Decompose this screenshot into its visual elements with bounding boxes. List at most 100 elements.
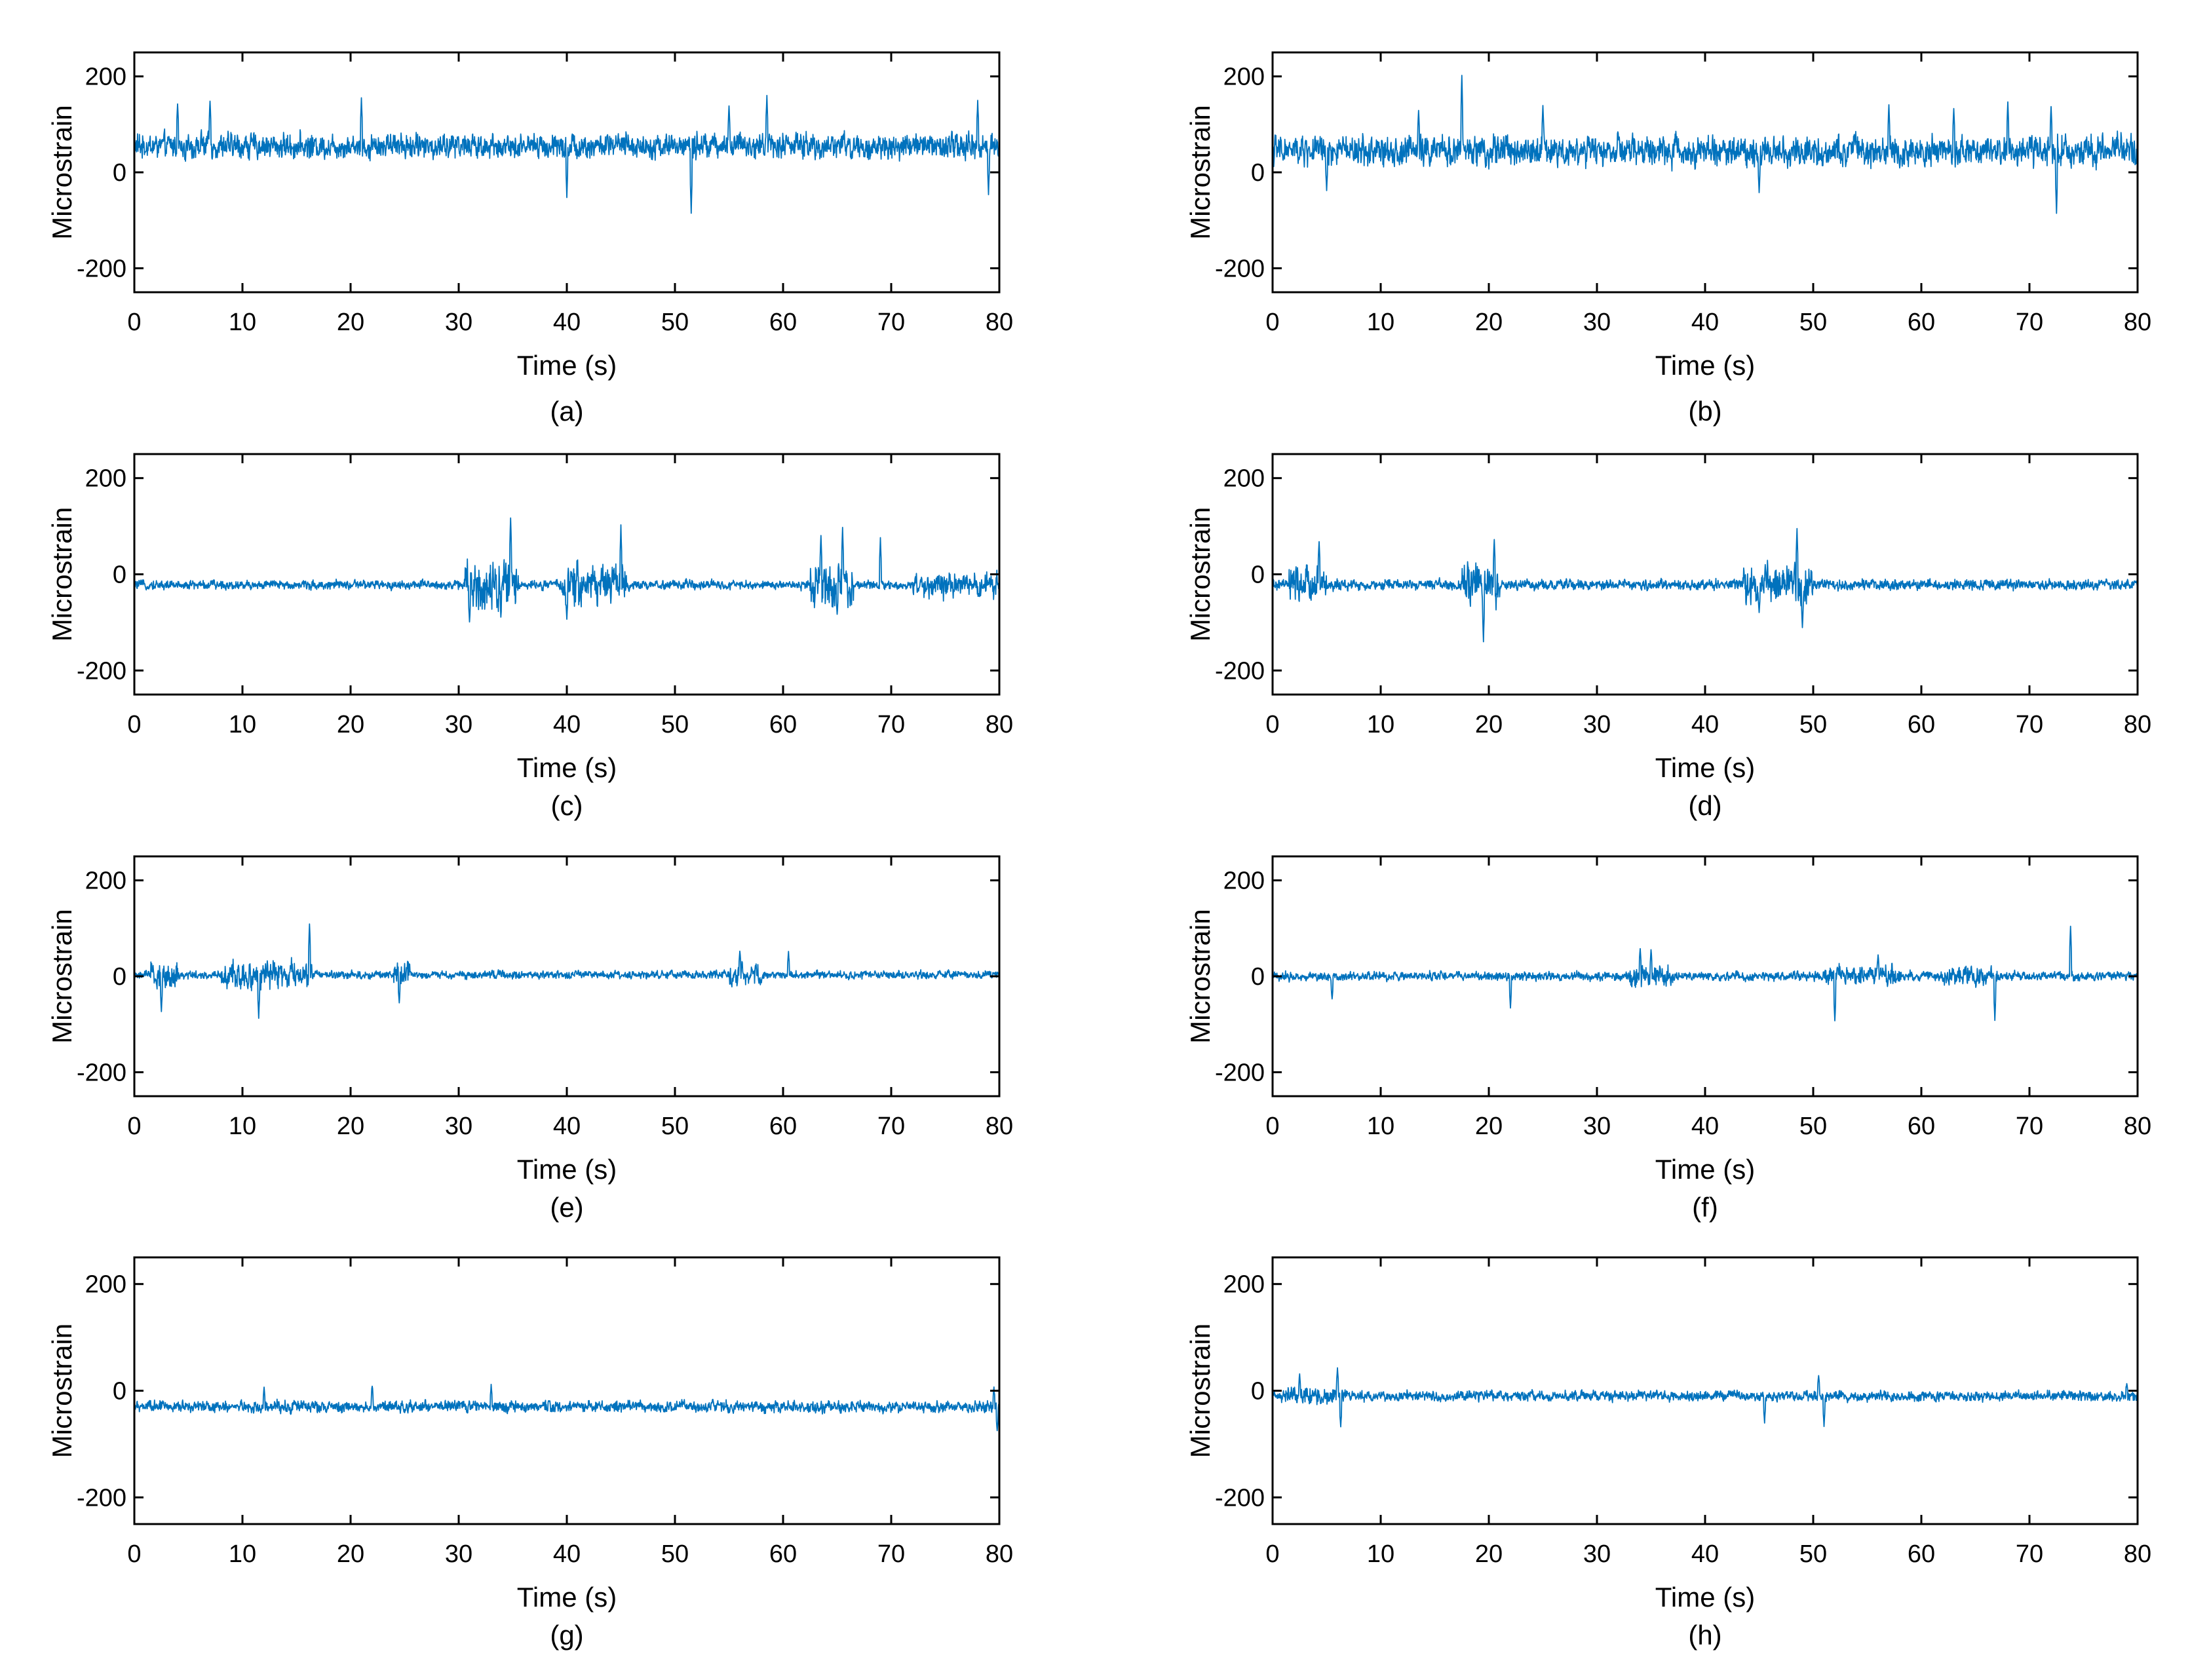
x-tick-label: 60 [1908, 309, 1935, 336]
axes-frame [1271, 51, 2139, 294]
y-tick-label: -200 [1215, 1059, 1265, 1086]
signal-trace [1272, 925, 2138, 1021]
y-tick-label: -200 [1215, 255, 1265, 282]
x-tick-label: 80 [2124, 1113, 2151, 1140]
x-tick-label: 0 [1265, 309, 1279, 336]
panel-label: (d) [1688, 790, 1721, 821]
y-tick-label: 200 [1223, 465, 1265, 493]
x-axis-title: Time (s) [1655, 350, 1755, 381]
x-axis-title: Time (s) [517, 752, 617, 783]
panel-label: (e) [550, 1192, 583, 1223]
y-tick-label: -200 [1215, 1484, 1265, 1512]
x-tick-label: 60 [769, 309, 797, 336]
y-tick-label: -200 [77, 1484, 126, 1512]
x-tick-label: 70 [2016, 1540, 2043, 1568]
x-axis-title: Time (s) [1655, 1582, 1755, 1613]
y-tick-label: 0 [113, 1378, 126, 1405]
x-tick-label: 80 [2124, 711, 2151, 738]
y-tick-label: -200 [1215, 657, 1265, 685]
signal-trace [1272, 75, 2138, 214]
x-tick-label: 60 [769, 1113, 797, 1140]
x-tick-label: 40 [1691, 309, 1719, 336]
x-tick-label: 70 [877, 711, 905, 738]
x-tick-label: 0 [1265, 1113, 1279, 1140]
x-tick-label: 30 [445, 309, 472, 336]
panel-label: (g) [550, 1620, 583, 1651]
panel-label: (c) [551, 790, 583, 821]
y-axis-title: Microstrain [47, 1324, 77, 1458]
x-tick-label: 70 [2016, 1113, 2043, 1140]
x-tick-label: 70 [877, 1540, 905, 1568]
x-tick-label: 30 [445, 1540, 472, 1568]
x-tick-label: 20 [1475, 309, 1503, 336]
x-tick-label: 60 [1908, 1113, 1935, 1140]
x-tick-label: 30 [445, 711, 472, 738]
y-tick-label: 200 [85, 465, 126, 493]
signal-trace [134, 517, 1000, 623]
x-tick-label: 80 [986, 711, 1013, 738]
x-tick-label: 80 [2124, 309, 2151, 336]
y-tick-label: 0 [1251, 1378, 1265, 1405]
y-tick-label: 200 [1223, 1271, 1265, 1299]
x-tick-label: 10 [229, 711, 256, 738]
x-tick-label: 10 [229, 309, 256, 336]
x-tick-label: 80 [986, 1540, 1013, 1568]
x-tick-label: 30 [1583, 309, 1611, 336]
x-tick-label: 60 [1908, 1540, 1935, 1568]
x-tick-label: 30 [1583, 1540, 1611, 1568]
y-tick-label: 0 [113, 562, 126, 589]
x-tick-label: 30 [445, 1113, 472, 1140]
signal-trace [134, 1383, 1000, 1432]
panel-label: (a) [550, 396, 583, 427]
x-tick-label: 40 [553, 1540, 581, 1568]
x-tick-label: 50 [661, 711, 689, 738]
x-axis-title: Time (s) [1655, 752, 1755, 783]
y-tick-label: 0 [113, 159, 126, 187]
axes-frame [1271, 453, 2139, 696]
signal-trace [134, 923, 1000, 1019]
x-tick-label: 10 [1367, 309, 1394, 336]
y-tick-label: 0 [1251, 562, 1265, 589]
x-axis-title: Time (s) [517, 1582, 617, 1613]
x-tick-label: 40 [553, 711, 581, 738]
x-tick-label: 0 [127, 1113, 141, 1140]
x-tick-label: 50 [661, 309, 689, 336]
x-tick-label: 0 [1265, 711, 1279, 738]
x-tick-label: 40 [1691, 711, 1719, 738]
x-tick-label: 30 [1583, 1113, 1611, 1140]
y-tick-label: 0 [113, 963, 126, 991]
x-axis-title: Time (s) [517, 350, 617, 381]
y-tick-label: 200 [85, 64, 126, 91]
axes-frame [133, 51, 1001, 294]
x-tick-label: 50 [1799, 711, 1827, 738]
y-axis-title: Microstrain [1185, 507, 1216, 641]
x-tick-label: 20 [1475, 1540, 1503, 1568]
x-tick-label: 0 [127, 1540, 141, 1568]
x-tick-label: 20 [337, 1540, 364, 1568]
x-tick-label: 20 [1475, 1113, 1503, 1140]
axes-frame [1271, 1256, 2139, 1525]
x-tick-label: 10 [229, 1540, 256, 1568]
signal-trace [1272, 1367, 2138, 1428]
x-tick-label: 10 [1367, 1540, 1394, 1568]
x-tick-label: 50 [661, 1113, 689, 1140]
panel-label: (b) [1688, 396, 1721, 427]
y-axis-title: Microstrain [1185, 1324, 1216, 1458]
y-tick-label: 200 [85, 868, 126, 895]
y-axis-title: Microstrain [1185, 105, 1216, 239]
signal-trace [1272, 527, 2138, 643]
x-tick-label: 10 [1367, 1113, 1394, 1140]
x-tick-label: 80 [986, 1113, 1013, 1140]
y-axis-title: Microstrain [47, 105, 77, 239]
y-axis-title: Microstrain [1185, 909, 1216, 1043]
x-tick-label: 50 [1799, 309, 1827, 336]
panel-label: (h) [1688, 1620, 1721, 1651]
x-tick-label: 80 [986, 309, 1013, 336]
